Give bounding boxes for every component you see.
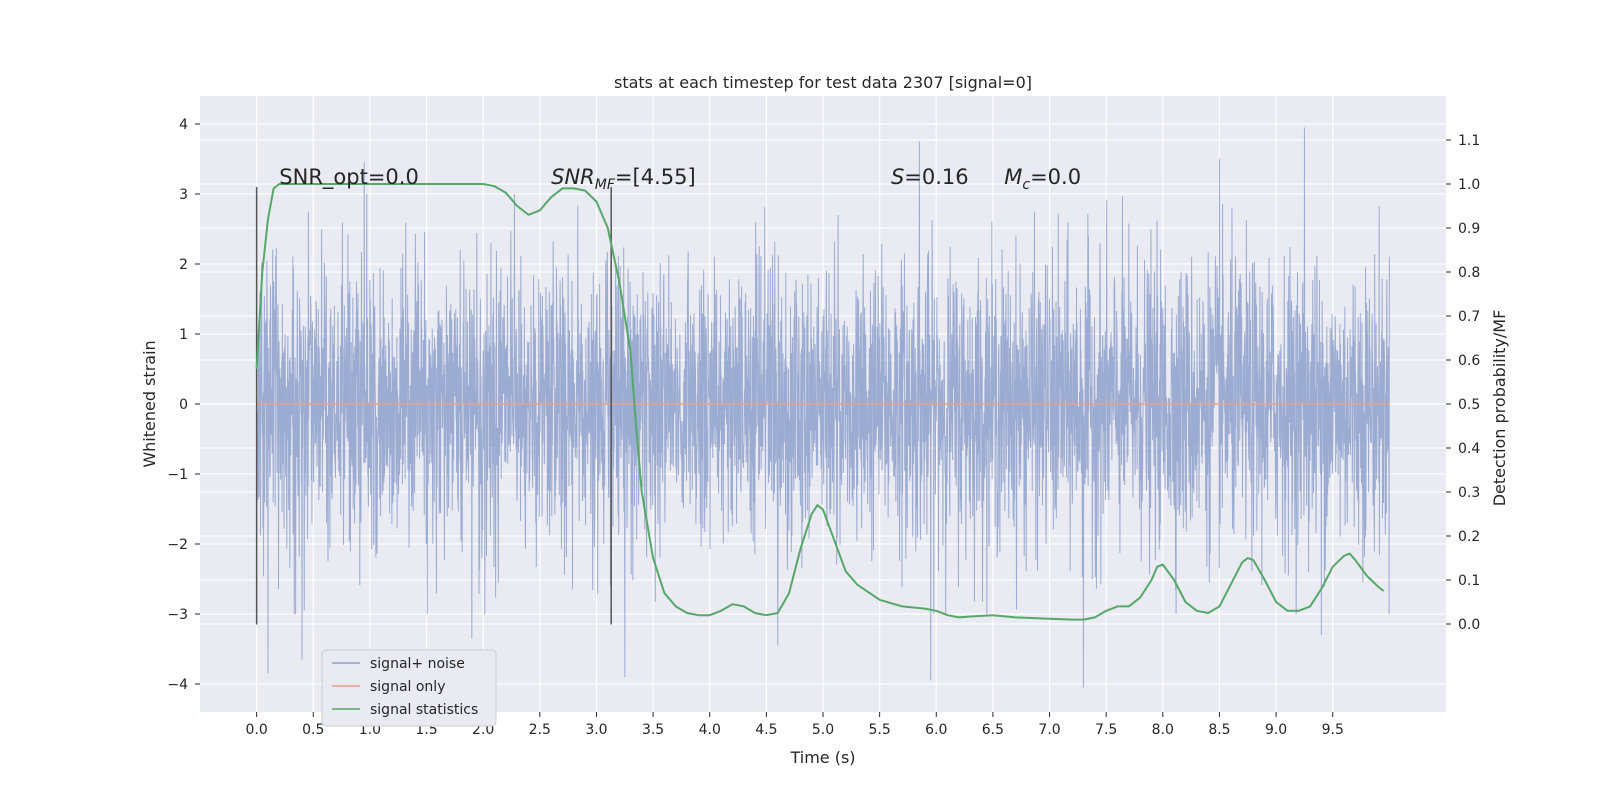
annotation-1: SNRMF=[4.55] — [551, 165, 696, 193]
y-right-tick-label: 0.3 — [1458, 485, 1480, 501]
x-tick-label: 3.0 — [585, 722, 607, 738]
annotations: SNR_opt=0.0 SNRMF=[4.55] S=0.16 Mc=0.0 — [279, 165, 1081, 193]
y-tick-label: 3 — [179, 187, 188, 203]
x-tick-label: 4.0 — [699, 722, 721, 738]
y-tick-label: −1 — [167, 467, 188, 483]
y-right-tick-label: 1.1 — [1458, 133, 1480, 149]
y-tick-label: 2 — [179, 257, 188, 273]
legend-entry-signal-plus-noise: signal+ noise — [370, 656, 465, 672]
x-tick-label: 5.0 — [812, 722, 834, 738]
y-right-tick-label: 0.4 — [1458, 441, 1480, 457]
y-right-tick-label: 0.5 — [1458, 397, 1480, 413]
x-axis-label: Time (s) — [789, 748, 855, 767]
series-signal-plus-noise — [256, 127, 1390, 688]
x-tick-label: 7.0 — [1038, 722, 1060, 738]
legend: signal+ noise signal only signal statist… — [321, 649, 497, 727]
x-tick-label: 9.0 — [1265, 722, 1287, 738]
x-tick-label: 6.0 — [925, 722, 947, 738]
y-axis-right-label: Detection probability/MF — [1490, 310, 1509, 507]
annotation-3: Mc=0.0 — [1004, 165, 1081, 193]
y-tick-label: −3 — [167, 607, 188, 623]
y-tick-label: −4 — [167, 677, 188, 693]
y-right-tick-label: 0.0 — [1458, 617, 1480, 633]
x-tick-label: 0.5 — [302, 722, 324, 738]
y-tick-label: 0 — [179, 397, 188, 413]
x-tick-label: 5.5 — [869, 722, 891, 738]
legend-entry-signal-statistics: signal statistics — [370, 702, 478, 718]
x-tick-label: 0.0 — [246, 722, 268, 738]
y-tick-label: 1 — [179, 327, 188, 343]
x-tick-label: 4.5 — [755, 722, 777, 738]
statistics-line — [255, 183, 1385, 621]
x-tick-label: 2.5 — [529, 722, 551, 738]
legend-box — [321, 649, 497, 727]
y-right-tick-label: 0.6 — [1458, 353, 1480, 369]
noise-line — [256, 127, 1390, 688]
y-right-tick-label: 0.9 — [1458, 221, 1480, 237]
y-axis-left: −4 −3 −2 −1 0 1 2 3 4 — [167, 117, 200, 693]
y-axis-right: 0.0 0.1 0.2 0.3 0.4 0.5 0.6 0.7 0.8 0.9 1.0 1.1 — [1446, 133, 1480, 633]
y-right-tick-label: 0.8 — [1458, 265, 1480, 281]
y-right-tick-label: 0.2 — [1458, 529, 1480, 545]
x-tick-label: 9.5 — [1322, 722, 1344, 738]
vertical-lines — [255, 187, 612, 625]
chart-title: stats at each timestep for test data 230… — [614, 73, 1032, 92]
x-tick-label: 6.5 — [982, 722, 1004, 738]
y-right-tick-label: 0.1 — [1458, 573, 1480, 589]
y-right-tick-label: 1.0 — [1458, 177, 1480, 193]
y-tick-label: 4 — [179, 117, 188, 133]
legend-entry-signal-only: signal only — [370, 679, 445, 695]
annotation-0: SNR_opt=0.0 — [279, 165, 419, 190]
x-tick-label: 8.5 — [1208, 722, 1230, 738]
y-tick-label: −2 — [167, 537, 188, 553]
x-tick-label: 3.5 — [642, 722, 664, 738]
y-axis-label: Whitened strain — [140, 340, 159, 467]
annotation-2: S=0.16 — [891, 165, 969, 189]
series-signal-statistics — [255, 183, 1385, 621]
x-tick-label: 8.0 — [1152, 722, 1174, 738]
x-tick-label: 7.5 — [1095, 722, 1117, 738]
y-right-tick-label: 0.7 — [1458, 309, 1480, 325]
